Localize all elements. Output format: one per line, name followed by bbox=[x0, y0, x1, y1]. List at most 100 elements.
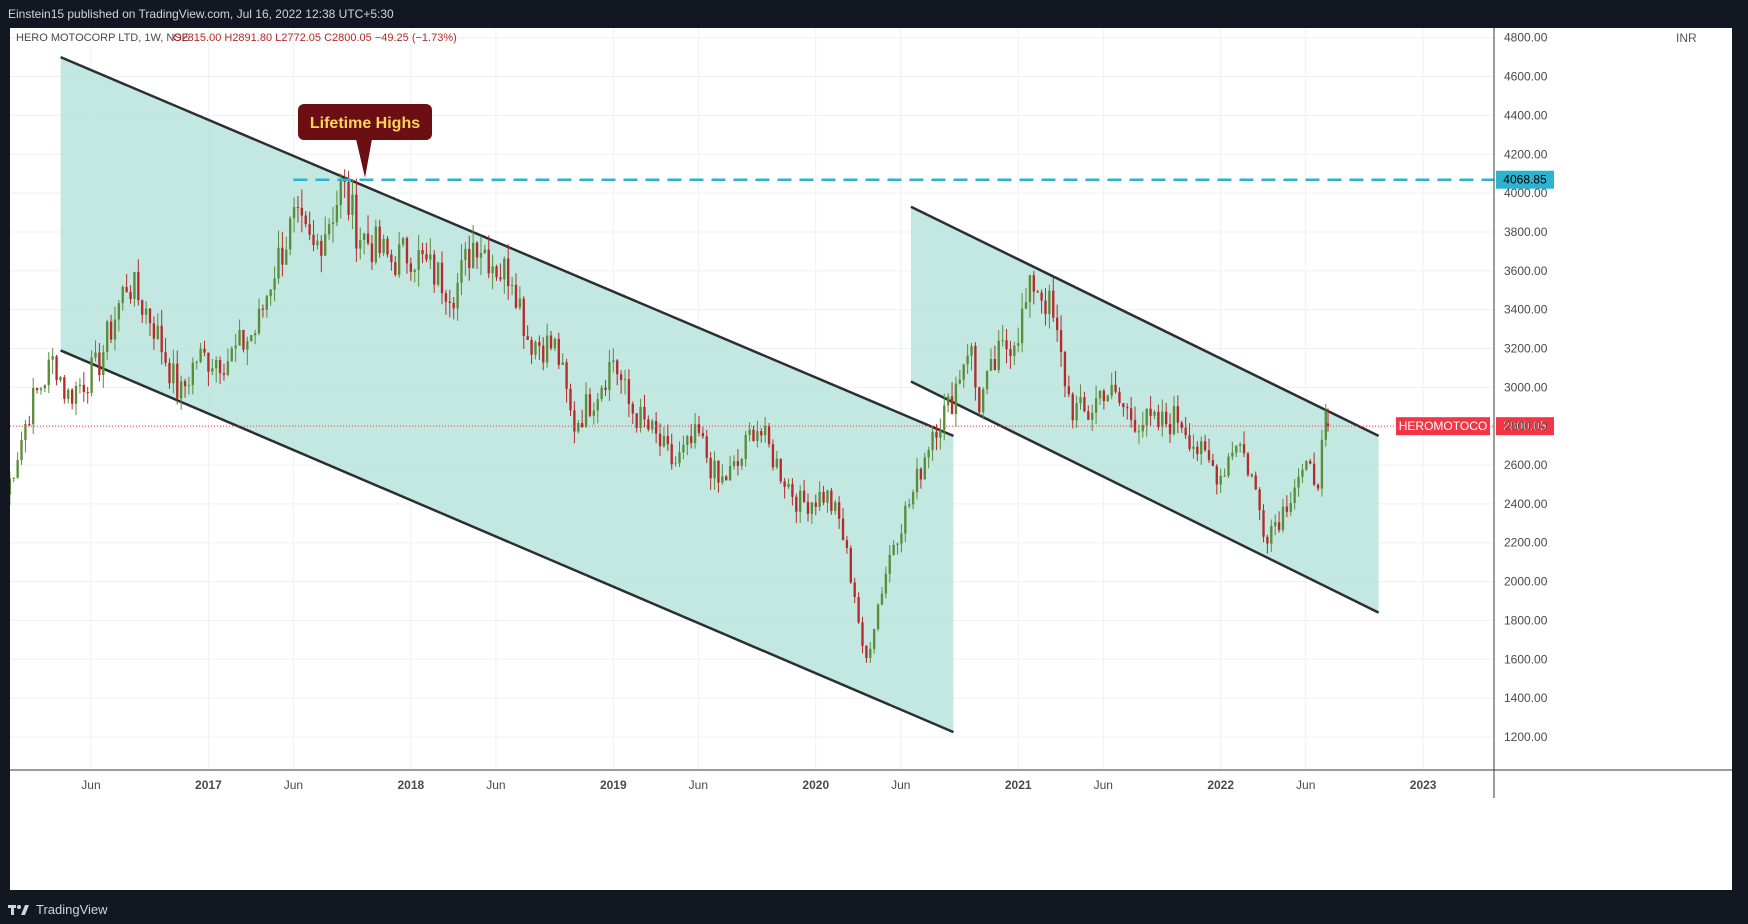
x-tick-label: Jun bbox=[81, 778, 100, 792]
candle-body bbox=[456, 282, 459, 309]
candle-body bbox=[853, 582, 856, 598]
candle-body bbox=[931, 431, 934, 451]
candle-body bbox=[1024, 302, 1028, 309]
candle-body bbox=[51, 356, 54, 360]
candle-body bbox=[837, 502, 841, 519]
x-tick-label: 2022 bbox=[1207, 778, 1234, 792]
candle-body bbox=[292, 207, 296, 219]
candle-body bbox=[137, 271, 140, 301]
brand-name: TradingView bbox=[36, 902, 108, 917]
candle-body bbox=[616, 360, 619, 375]
candle-body bbox=[713, 460, 716, 479]
y-tick-label: 1800.00 bbox=[1504, 613, 1548, 627]
candle-body bbox=[199, 348, 202, 362]
candle-body bbox=[176, 363, 179, 399]
candle-body bbox=[288, 218, 292, 250]
x-tick-label: Jun bbox=[689, 778, 708, 792]
price-chart[interactable]: 4068.85 HEROMOTOCO 2800.05 Lifetime Highs 1… bbox=[10, 28, 1732, 890]
candle-body bbox=[444, 293, 448, 302]
candle-body bbox=[20, 439, 23, 461]
candle-body bbox=[16, 460, 19, 478]
candle-body bbox=[183, 381, 187, 387]
candle-body bbox=[744, 434, 747, 459]
y-tick-label: 4600.00 bbox=[1504, 70, 1548, 84]
candle-body bbox=[569, 388, 572, 411]
candle-body bbox=[697, 424, 701, 434]
candle-body bbox=[312, 234, 315, 246]
y-tick-label: 2200.00 bbox=[1504, 536, 1548, 550]
candle-body bbox=[277, 247, 280, 279]
candle-body bbox=[549, 335, 553, 349]
candle-body bbox=[1020, 308, 1024, 344]
candle-body bbox=[1223, 475, 1226, 477]
candle-body bbox=[876, 604, 880, 629]
candle-body bbox=[378, 226, 381, 254]
candle-body bbox=[230, 348, 233, 362]
candle-body bbox=[1305, 461, 1308, 470]
candle-body bbox=[144, 308, 148, 315]
candle-body bbox=[366, 233, 370, 244]
candle-body bbox=[596, 399, 599, 411]
candle-body bbox=[82, 384, 85, 393]
candle-body bbox=[141, 300, 144, 315]
candle-body bbox=[584, 394, 588, 427]
candle-body bbox=[1071, 394, 1074, 421]
candle-body bbox=[709, 457, 712, 479]
candle-body bbox=[487, 249, 490, 274]
candle-body bbox=[211, 368, 214, 372]
y-tick-label: 2800.00 bbox=[1504, 419, 1548, 433]
candle-body bbox=[908, 504, 911, 506]
x-tick-label: 2021 bbox=[1005, 778, 1032, 792]
y-tick-label: 4800.00 bbox=[1504, 31, 1548, 45]
candle-body bbox=[152, 323, 156, 339]
candle-body bbox=[1254, 475, 1257, 490]
candle-body bbox=[1250, 474, 1253, 476]
candle-body bbox=[273, 278, 276, 290]
candle-body bbox=[1005, 340, 1008, 350]
candle-body bbox=[736, 461, 740, 466]
candle-body bbox=[195, 361, 198, 363]
candle-body bbox=[1238, 444, 1242, 446]
candle-body bbox=[1242, 444, 1246, 454]
candle-body bbox=[993, 359, 997, 370]
candle-body bbox=[218, 360, 222, 374]
candle-body bbox=[421, 250, 424, 255]
candle-body bbox=[343, 180, 346, 182]
y-tick-label: 1200.00 bbox=[1504, 730, 1548, 744]
candle-body bbox=[347, 181, 350, 215]
candle-body bbox=[884, 573, 888, 594]
candle-body bbox=[320, 240, 323, 256]
y-tick-label: 3000.00 bbox=[1504, 380, 1548, 394]
candle-body bbox=[1075, 403, 1078, 421]
candle-body bbox=[370, 243, 374, 263]
candle-body bbox=[1196, 446, 1199, 455]
candle-body bbox=[1017, 343, 1020, 346]
candle-body bbox=[911, 492, 915, 505]
candle-body bbox=[542, 345, 545, 363]
candle-body bbox=[246, 341, 249, 350]
candle-body bbox=[841, 518, 845, 541]
candle-body bbox=[1055, 317, 1059, 331]
candle-body bbox=[1063, 352, 1067, 387]
candle-body bbox=[830, 490, 833, 511]
candle-body bbox=[1048, 290, 1051, 315]
callout-pointer bbox=[356, 139, 372, 178]
candle-body bbox=[308, 224, 311, 235]
candle-body bbox=[234, 345, 237, 349]
candle-body bbox=[460, 260, 463, 283]
candle-body bbox=[63, 377, 66, 399]
candle-body bbox=[635, 413, 638, 428]
candle-body bbox=[1200, 441, 1203, 455]
candle-body bbox=[156, 325, 159, 339]
x-tick-label: 2018 bbox=[398, 778, 425, 792]
candle-body bbox=[612, 360, 615, 363]
candle-body bbox=[1266, 536, 1269, 544]
chart-area[interactable]: 4068.85 HEROMOTOCO 2800.05 Lifetime Highs 1… bbox=[10, 28, 1732, 890]
y-tick-label: 3800.00 bbox=[1504, 225, 1548, 239]
candle-body bbox=[409, 263, 413, 272]
candle-body bbox=[787, 483, 790, 487]
candle-body bbox=[619, 374, 623, 381]
candle-body bbox=[1246, 453, 1250, 475]
candle-body bbox=[491, 266, 494, 274]
candle-body bbox=[331, 222, 335, 225]
